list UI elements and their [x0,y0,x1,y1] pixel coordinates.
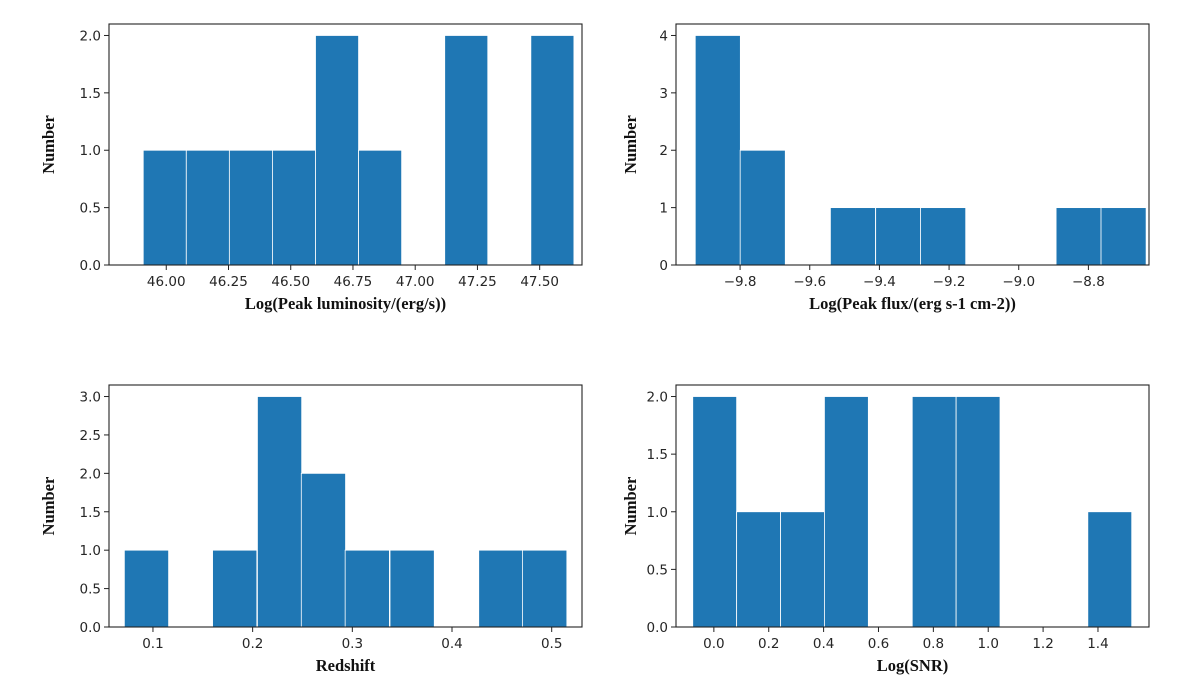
x-tick-label: 0.1 [142,636,163,652]
bar [1087,511,1133,628]
y-tick-label: 1.0 [647,505,668,521]
bar [1100,207,1147,266]
axes-frame [675,23,1150,266]
panel-flux: −9.8 −9.6 −9.4 −9.2 −9.0 −8.8 0 1 2 3 4 Log(Peak fl… [621,23,1150,313]
x-tick-label: 46.00 [147,274,186,290]
bar [272,149,316,266]
bar [478,549,524,628]
y-tick-label: 1.5 [647,447,668,463]
y-tick-label: 0.0 [647,620,668,636]
x-tick-label: −9.8 [724,274,757,290]
x-tick-label: 0.4 [813,636,834,652]
x-tick-label: 46.75 [334,274,373,290]
axes-frame [108,23,583,266]
bar [829,207,876,266]
x-tick-label: 0.5 [541,636,562,652]
bar [185,149,230,266]
axes-frame [675,384,1150,628]
x-tick-label: 1.2 [1032,636,1053,652]
x-tick-label: 0.6 [868,636,889,652]
x-axis-title: Redshift [316,656,376,675]
bar [300,472,346,628]
x-tick-label: −9.0 [1002,274,1035,290]
x-tick-label: 0.2 [242,636,263,652]
y-tick-label: 4 [659,28,668,44]
bar [1055,207,1102,266]
bar [530,35,575,266]
x-tick-label: 46.50 [271,274,310,290]
x-tick-label: 0.8 [923,636,944,652]
x-tick-label: 0.2 [758,636,779,652]
bar [824,396,869,628]
x-axis-title: Log(Peak luminosity/(erg/s)) [245,294,446,313]
x-tick-label: 46.25 [209,274,248,290]
x-axis-title: Log(SNR) [877,656,949,675]
panel-redshift: 0.1 0.2 0.3 0.4 0.5 0.0 0.5 1.0 1.5 2.0 2.5 3.0 Reds… [39,384,583,675]
x-axis-title: Log(Peak flux/(erg s-1 cm-2)) [809,294,1016,313]
bar [694,35,741,266]
bar [736,511,781,628]
x-tick-label: 47.00 [396,274,435,290]
y-tick-label: 2.0 [647,390,668,406]
y-tick-label: 0.0 [80,620,101,636]
bar [780,511,825,628]
y-tick-label: 3.0 [80,390,101,406]
panel-luminosity: 46.00 46.25 46.50 46.75 47.00 47.25 47.50 0.0 0.… [39,23,583,313]
bar [123,549,170,628]
x-tick-label: 47.25 [458,274,497,290]
y-tick-label: 0 [659,258,668,274]
y-tick-label: 1.5 [80,505,101,521]
x-tick-label: −9.4 [863,274,896,290]
bar [257,396,303,628]
panel-snr: 0.0 0.2 0.4 0.6 0.8 1.0 1.2 1.4 0.0 0.5 1.0 1.5 2.0 L… [621,384,1150,675]
bar [228,149,273,266]
axes-frame [108,384,583,628]
y-tick-label: 2.0 [80,28,101,44]
y-tick-label: 0.0 [80,258,101,274]
bar [212,549,258,628]
bar [875,207,922,266]
y-tick-label: 0.5 [80,582,101,598]
x-tick-label: 0.4 [441,636,462,652]
y-tick-label: 2.0 [80,466,101,482]
y-tick-label: 2 [659,143,668,159]
x-tick-label: 0.3 [342,636,363,652]
y-tick-label: 1.0 [80,143,101,159]
x-tick-label: 0.0 [703,636,724,652]
bar [955,396,1001,628]
x-tick-label: −8.8 [1072,274,1105,290]
y-tick-label: 3 [659,86,668,102]
bar [142,149,187,266]
y-axis-title: Number [621,477,640,536]
y-tick-label: 1.5 [80,86,101,102]
y-tick-label: 0.5 [80,201,101,217]
x-tick-label: −9.6 [793,274,826,290]
y-axis-title: Number [39,477,58,536]
y-axis-title: Number [621,115,640,174]
bar [444,35,489,266]
y-tick-label: 0.5 [647,562,668,578]
bar [389,549,435,628]
bar [911,396,957,628]
y-tick-label: 1 [659,201,668,217]
bar [522,549,568,628]
x-tick-label: 1.4 [1087,636,1108,652]
x-tick-label: −9.2 [933,274,966,290]
bar [920,207,967,266]
bar [344,549,390,628]
x-tick-label: 1.0 [977,636,998,652]
y-tick-label: 1.0 [80,543,101,559]
bar [358,149,403,266]
bar [315,35,359,266]
bar [739,149,786,266]
bar [692,396,738,628]
y-axis-title: Number [39,115,58,174]
y-tick-label: 2.5 [80,428,101,444]
x-tick-label: 47.50 [520,274,559,290]
